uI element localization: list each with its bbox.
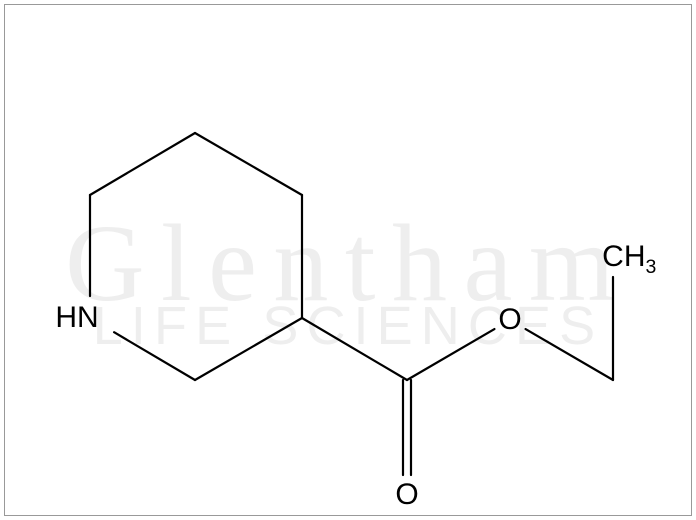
molecule-bonds (0, 0, 696, 520)
